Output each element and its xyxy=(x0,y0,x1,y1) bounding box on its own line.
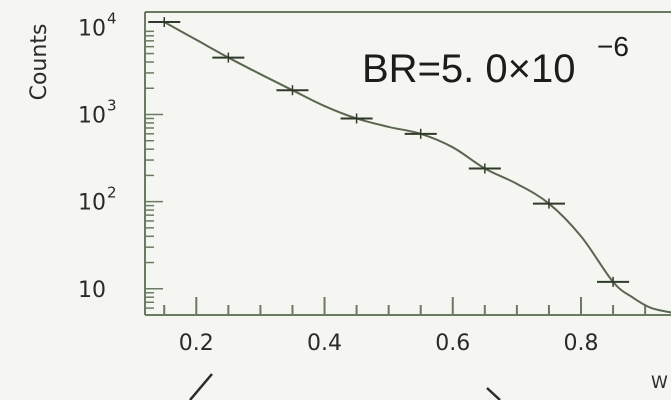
x-tick-label: 0.2 xyxy=(179,331,214,356)
x-tick-label: 0.8 xyxy=(564,331,599,356)
x-axis-label: W xyxy=(651,373,668,393)
branching-ratio-exponent: −6 xyxy=(597,31,629,62)
x-tick-label: 0.6 xyxy=(435,331,470,356)
y-tick-exponent: 3 xyxy=(107,96,117,114)
y-tick-label: 10 xyxy=(78,191,106,216)
decorative-stroke-left xyxy=(189,373,213,400)
y-tick-label: 10 xyxy=(78,16,106,41)
y-tick-exponent: 2 xyxy=(107,184,117,202)
y-axis-label: Counts xyxy=(27,24,52,101)
fit-curve xyxy=(163,21,671,314)
y-tick-exponent: 4 xyxy=(107,9,117,27)
y-tick-label: 10 xyxy=(78,103,106,128)
decorative-stroke-right xyxy=(486,387,501,400)
y-tick-label: 10 xyxy=(78,278,106,303)
branching-ratio-annotation: BR=5. 0×10 xyxy=(362,47,576,91)
x-tick-label: 0.4 xyxy=(307,331,342,356)
